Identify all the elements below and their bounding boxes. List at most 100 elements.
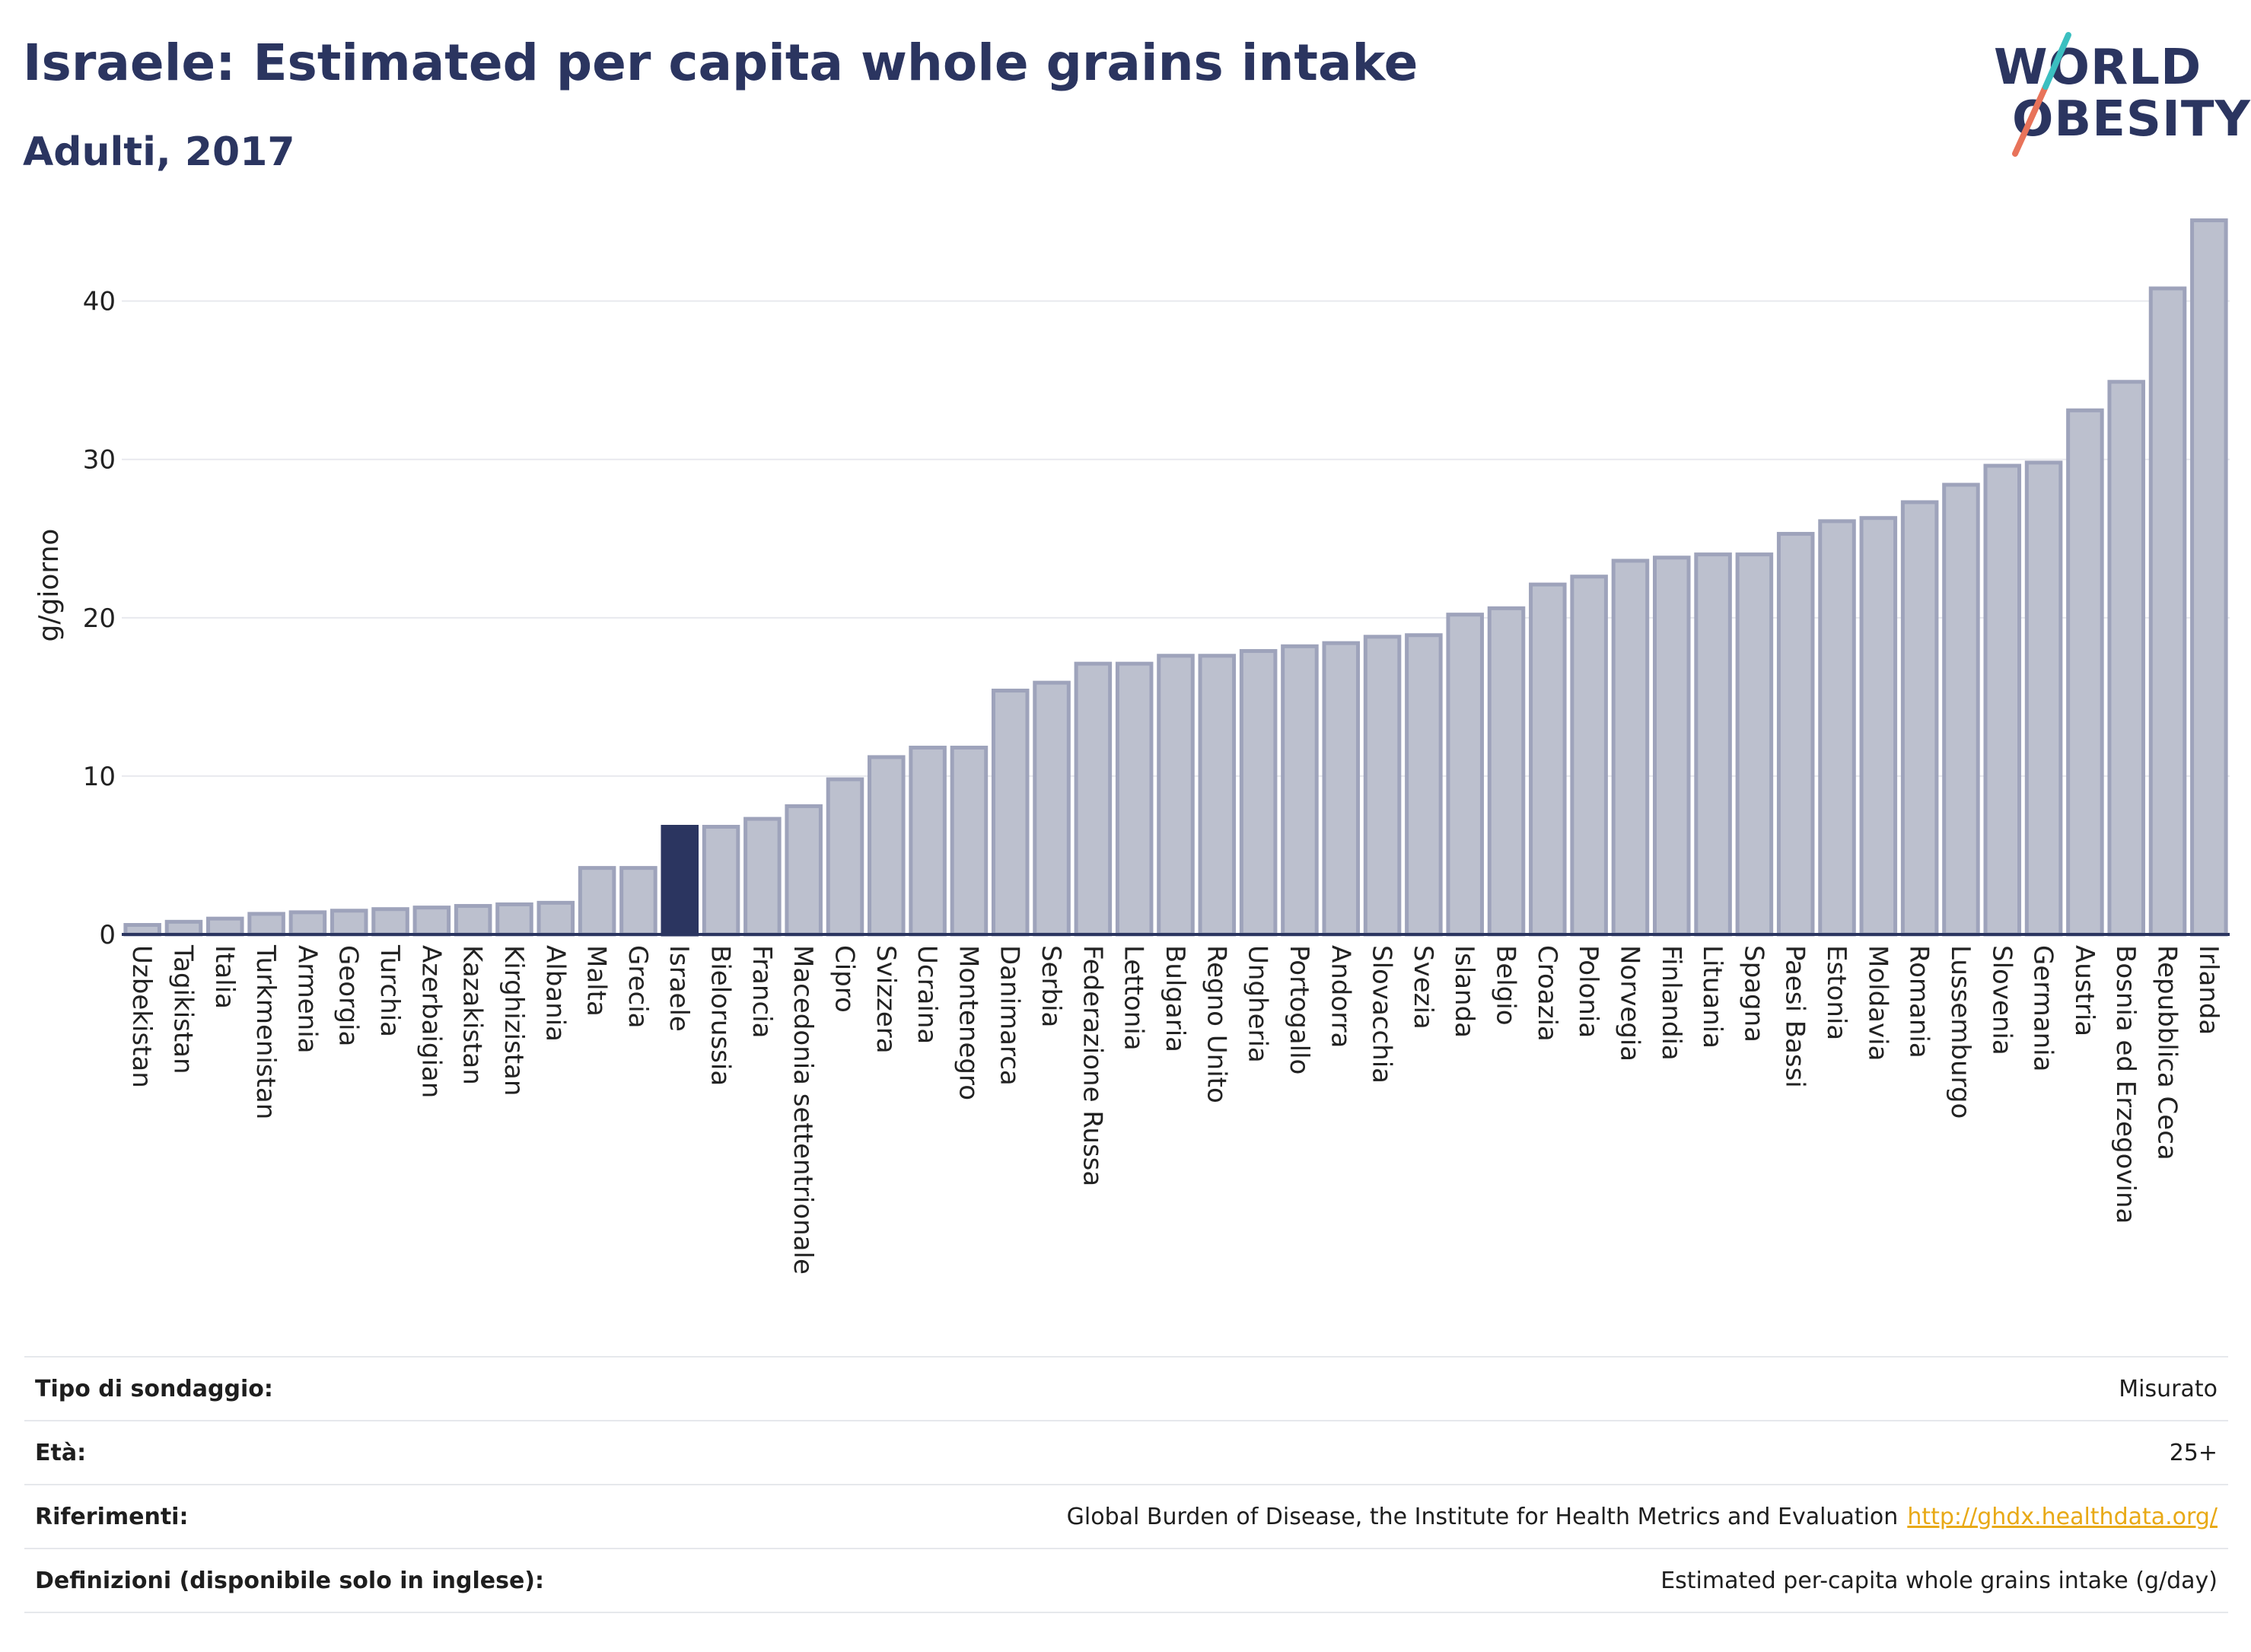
info-label: Riferimenti: — [35, 1503, 189, 1530]
x-tick-label: Serbia — [1036, 945, 1066, 1027]
x-tick-label: Kirghizistan — [498, 945, 529, 1096]
x-tick-label: Georgia — [333, 945, 364, 1046]
bar — [371, 907, 409, 937]
x-tick-label: Islanda — [1449, 945, 1479, 1038]
bar — [247, 912, 285, 937]
info-value: Estimated per-capita whole grains intake… — [1660, 1567, 2218, 1594]
info-label: Età: — [35, 1439, 87, 1466]
x-tick-label: Malta — [581, 945, 612, 1017]
x-tick-label: Kazakistan — [457, 945, 488, 1085]
x-tick-label: Federazione Russa — [1077, 945, 1107, 1186]
info-value: Global Burden of Disease, the Institute … — [1066, 1503, 1899, 1530]
y-tick-label: 20 — [83, 603, 116, 634]
bar — [1529, 582, 1567, 937]
x-tick-label: Irlanda — [2193, 945, 2224, 1035]
bar — [1157, 654, 1195, 937]
bar — [991, 689, 1030, 937]
x-tick-label: Danimarca — [995, 945, 1025, 1086]
x-tick-label: Estonia — [1821, 945, 1851, 1040]
x-tick-label: Finlandia — [1656, 945, 1686, 1061]
x-tick-label: Armenia — [291, 945, 322, 1054]
bar — [868, 755, 906, 937]
bar — [1570, 575, 1608, 937]
bar — [785, 804, 823, 937]
x-tick-label: Lussemburgo — [1945, 945, 1976, 1119]
x-tick-label: Romania — [1904, 945, 1934, 1058]
bar — [1694, 552, 1732, 937]
x-tick-label: Francia — [747, 945, 777, 1038]
x-tick-label: Azerbaigian — [415, 945, 446, 1098]
bar — [1611, 559, 1650, 937]
x-tick-label: Germania — [2028, 945, 2058, 1071]
info-row-age: Età: 25+ — [24, 1420, 2228, 1484]
x-tick-label: Portogallo — [1284, 945, 1314, 1074]
x-tick-label: Italia — [209, 945, 240, 1009]
x-tick-label: Moldavia — [1862, 945, 1893, 1061]
x-tick-label: Croazia — [1532, 945, 1562, 1042]
info-row-survey-type: Tipo di sondaggio: Misurato — [24, 1356, 2228, 1420]
reference-link[interactable]: http://ghdx.healthdata.org/ — [1907, 1503, 2218, 1530]
chart-title: Israele: Estimated per capita whole grai… — [23, 33, 1418, 92]
x-tick-label: Uzbekistan — [126, 945, 157, 1088]
bar — [661, 825, 699, 937]
x-tick-label: Regno Unito — [1201, 945, 1231, 1103]
bar — [1900, 500, 1939, 937]
x-tick-label: Slovenia — [1986, 945, 2017, 1055]
bar — [2148, 286, 2187, 937]
x-tick-label: Andorra — [1325, 945, 1355, 1048]
x-tick-label: Turchia — [374, 944, 405, 1037]
x-tick-label: Polonia — [1573, 945, 1603, 1038]
bar — [495, 902, 533, 937]
info-value: Misurato — [2119, 1375, 2218, 1402]
x-tick-label: Bielorussia — [705, 945, 736, 1086]
info-row-definitions: Definizioni (disponibile solo in inglese… — [24, 1548, 2228, 1613]
x-tick-label: Macedonia settentrionale — [788, 945, 818, 1275]
bar — [1198, 654, 1237, 937]
info-label: Definizioni (disponibile solo in inglese… — [35, 1567, 544, 1594]
bar — [412, 906, 451, 937]
x-tick-label: Bosnia ed Erzegovina — [2110, 945, 2141, 1224]
x-tick-label: Norvegia — [1614, 945, 1644, 1062]
bar — [1983, 463, 2022, 937]
bar — [288, 910, 327, 937]
info-value: 25+ — [2169, 1439, 2218, 1466]
y-axis-label: g/giorno — [33, 529, 65, 642]
x-tick-label: Lituania — [1697, 945, 1727, 1049]
chart-subtitle: Adulti, 2017 — [23, 129, 295, 175]
x-tick-label: Paesi Bassi — [1780, 945, 1810, 1088]
bar — [1115, 661, 1154, 937]
bar — [1818, 519, 1856, 937]
bar — [826, 777, 864, 937]
x-tick-label: Svezia — [1408, 945, 1438, 1030]
bar — [2066, 408, 2104, 937]
logo-text-line1: WORLD — [1994, 40, 2202, 96]
bar — [1652, 555, 1691, 937]
y-tick-label: 10 — [83, 762, 116, 792]
bar — [1405, 633, 1443, 937]
x-tick-label: Albania — [540, 945, 570, 1042]
bar — [909, 745, 947, 937]
bar — [1776, 532, 1815, 937]
bar — [454, 904, 492, 937]
bar — [743, 816, 782, 937]
bar — [206, 916, 244, 937]
bar — [950, 745, 989, 937]
x-tick-label: Tagikistan — [167, 944, 198, 1074]
x-tick-label: Austria — [2069, 945, 2100, 1036]
x-tick-label: Montenegro — [953, 945, 983, 1100]
bar — [2107, 380, 2145, 937]
bar — [164, 919, 203, 937]
bar — [330, 909, 368, 937]
bar — [1487, 606, 1526, 937]
world-obesity-logo[interactable]: WORLD OBESITY — [1979, 30, 2250, 167]
y-tick-label: 30 — [83, 445, 116, 476]
bar — [536, 900, 575, 937]
logo-text-line2: OBESITY — [2012, 91, 2251, 148]
info-table: Tipo di sondaggio: Misurato Età: 25+ Rif… — [24, 1356, 2228, 1613]
x-tick-label: Repubblica Ceca — [2152, 945, 2183, 1160]
info-label: Tipo di sondaggio: — [35, 1375, 273, 1402]
bar — [1322, 641, 1361, 937]
x-tick-label: Turkmenistan — [250, 944, 281, 1119]
info-value-group: Global Burden of Disease, the Institute … — [1067, 1504, 2218, 1530]
bar — [1281, 644, 1319, 937]
